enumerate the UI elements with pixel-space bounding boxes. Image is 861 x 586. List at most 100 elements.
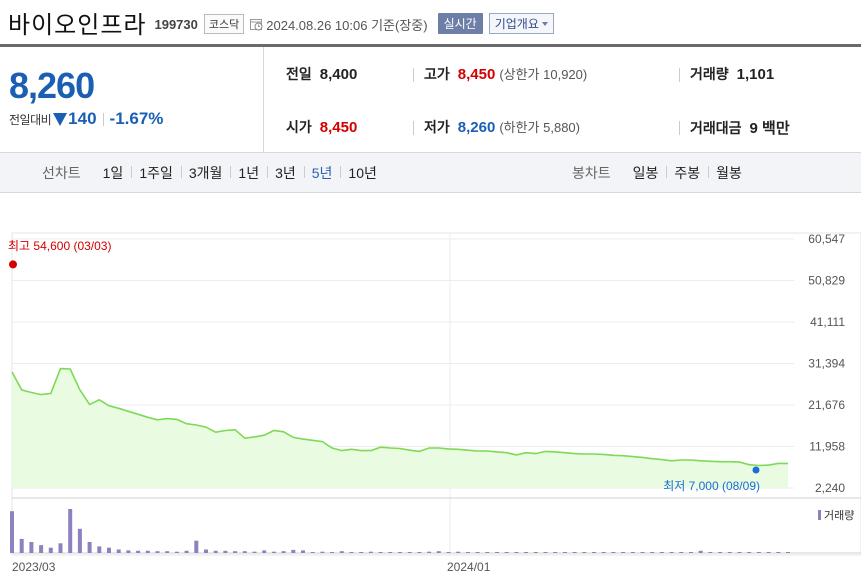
tab-5y[interactable]: 5년 (303, 163, 341, 183)
volume-bar (194, 540, 199, 553)
y-tick-label: 11,958 (809, 439, 845, 453)
candle-chart-title: 봉차트 (572, 165, 611, 181)
stat-label: 거래대금 (690, 120, 742, 136)
volume-bar (242, 551, 247, 553)
volume-bar (368, 551, 373, 553)
volume-bar (737, 552, 742, 553)
volume-bar (621, 552, 626, 553)
price-summary: 8,260 전일대비 140 -1.67% 전일 8,400 고가 8,450 … (0, 47, 861, 153)
y-tick-label: 60,547 (808, 232, 845, 246)
volume-bar (776, 552, 781, 553)
volume-bar (475, 552, 480, 553)
volume-bar (485, 552, 490, 553)
high-marker (9, 260, 17, 269)
stock-name: 바이오인프라 (8, 11, 147, 39)
volume-bar (58, 543, 63, 553)
volume-bar (543, 552, 548, 553)
x-tick-label: 2023/03 (12, 560, 56, 574)
tab-1d[interactable]: 1일 (102, 165, 124, 181)
realtime-button[interactable]: 실시간 (437, 13, 483, 34)
stat-volume: 거래량 1,101 (690, 64, 774, 84)
volume-bar (504, 552, 509, 553)
company-overview-label: 기업개요 (494, 17, 539, 31)
volume-bar (495, 552, 499, 553)
separator (102, 112, 104, 126)
x-tick-label: 2024/01 (447, 560, 491, 574)
price-line (11, 367, 788, 467)
volume-bar (48, 547, 53, 553)
volume-bar (339, 551, 344, 553)
volume-bar (310, 552, 315, 553)
volume-bar (320, 551, 325, 553)
volume-bar (417, 552, 422, 553)
volume-bar (553, 552, 558, 553)
volume-bar (679, 552, 684, 553)
volume-bar (145, 550, 150, 553)
tab-1y[interactable]: 1년 (230, 163, 267, 183)
volume-bar (184, 550, 189, 553)
volume-bar (756, 552, 761, 553)
stat-sub: (하한가 5,880) (499, 120, 580, 135)
candle-chart-tabs: 봉차트 일봉 주봉 월봉 (572, 153, 750, 193)
stat-value: 8,260 (457, 119, 496, 136)
low-label: 최저 7,000 (08/09) (663, 479, 760, 493)
price-box: 8,260 전일대비 140 -1.67% (0, 47, 264, 153)
volume-bar (349, 552, 354, 553)
company-overview-button[interactable]: 기업개요 (488, 13, 554, 34)
volume-bar (465, 552, 470, 553)
volume-bar (330, 552, 335, 553)
volume-bar (378, 552, 383, 553)
volume-bar (271, 551, 276, 553)
tab-10y[interactable]: 10년 (340, 163, 384, 183)
volume-bar (436, 551, 441, 553)
stock-code: 199730 (154, 16, 198, 32)
stat-value: 8,400 (319, 66, 358, 83)
down-arrow-icon (53, 112, 68, 126)
line-chart-tabs: 선차트 1일 1주일 3개월 1년 3년 5년 10년 (42, 153, 385, 193)
chart-tabs: 선차트 1일 1주일 3개월 1년 3년 5년 10년 봉차트 일봉 주봉 월봉 (0, 153, 861, 193)
stat-label: 시가 (286, 119, 312, 135)
volume-bar (77, 528, 82, 553)
volume-bar (630, 552, 635, 553)
volume-bar (592, 552, 596, 553)
y-tick-label: 2,240 (815, 481, 845, 495)
stat-high: 고가 8,450 (상한가 10,920) (424, 64, 587, 84)
volume-bar (107, 547, 111, 553)
change-percent: -1.67% (109, 109, 164, 128)
stat-label: 저가 (424, 119, 450, 135)
tab-weekly[interactable]: 주봉 (666, 163, 708, 183)
volume-bar (718, 552, 723, 553)
volume-legend-swatch (818, 510, 821, 520)
y-tick-label: 21,676 (808, 398, 845, 412)
stock-header: 바이오인프라 199730 코스닥 2024.08.26 10:06 기준(장중… (0, 0, 861, 44)
x-axis-labels: 2023/03 2024/01 (12, 560, 491, 574)
volume-bar (126, 550, 131, 553)
volume-bar (727, 552, 732, 553)
volume-bar (233, 551, 238, 553)
volume-bar (582, 552, 587, 553)
chart-grid (11, 232, 861, 556)
tab-daily[interactable]: 일봉 (632, 165, 659, 181)
tab-3m[interactable]: 3개월 (180, 163, 231, 183)
volume-bar (533, 552, 538, 553)
separator (413, 121, 414, 135)
volume-bar (19, 538, 24, 553)
header-divider (0, 44, 861, 47)
volume-bar (281, 551, 286, 553)
volume-bar (359, 552, 364, 553)
line-chart-title: 선차트 (42, 165, 81, 181)
calendar-clock-icon (250, 18, 263, 30)
volume-bar (514, 552, 519, 553)
high-label: 최고 54,600 (03/03) (8, 239, 111, 253)
volume-bar (562, 552, 567, 553)
volume-bar (669, 552, 674, 553)
y-tick-label: 50,829 (808, 274, 845, 288)
separator (413, 68, 414, 82)
low-marker (752, 466, 760, 474)
volume-bar (252, 551, 257, 553)
tab-1w[interactable]: 1주일 (131, 163, 181, 183)
tab-monthly[interactable]: 월봉 (708, 163, 750, 183)
tab-3y[interactable]: 3년 (267, 163, 304, 183)
separator (679, 121, 680, 135)
volume-bar (407, 552, 412, 553)
